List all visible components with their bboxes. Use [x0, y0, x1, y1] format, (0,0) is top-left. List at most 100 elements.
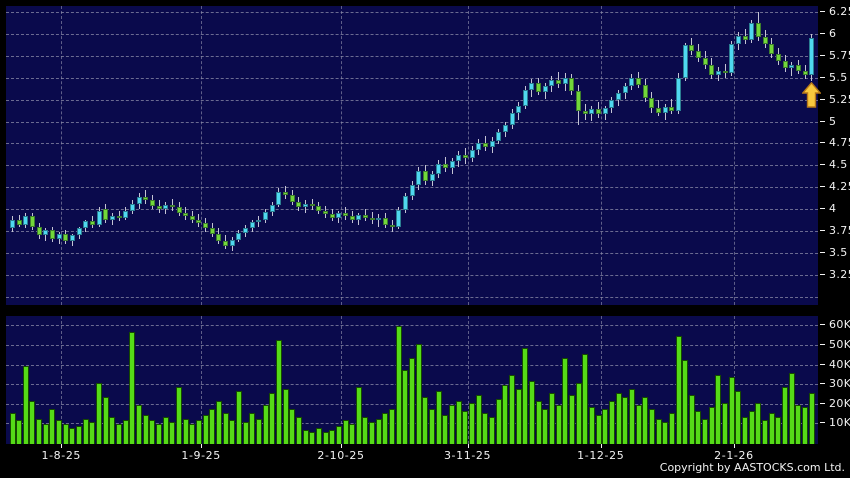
volume-bar: [389, 408, 396, 444]
candle-up: [436, 163, 442, 175]
axis-tick: [820, 11, 825, 12]
date-tick: [201, 444, 203, 448]
candle-down: [656, 108, 662, 113]
volume-bar: [655, 418, 662, 444]
candle-down: [116, 216, 122, 219]
candle-down: [362, 215, 368, 218]
candle-down: [143, 196, 149, 201]
volume-bar: [695, 410, 702, 444]
volume-bar: [515, 389, 522, 444]
date-label: 3-11-25: [443, 449, 492, 462]
axis-tick: [820, 142, 825, 144]
month-gridline: [61, 316, 63, 444]
month-gridline: [341, 316, 342, 444]
volume-bar: [342, 420, 349, 444]
candle-down: [29, 216, 35, 227]
candle-down: [223, 240, 229, 246]
candle-down: [775, 54, 781, 62]
candle-down: [36, 226, 42, 236]
axis-tick: [820, 324, 825, 326]
candle-down: [709, 64, 715, 76]
candle-up: [336, 213, 342, 218]
candle-down: [389, 224, 395, 228]
axis-tick: [820, 273, 825, 275]
candle-up: [682, 45, 688, 78]
volume-bar: [9, 412, 16, 444]
price-axis-label: 6: [820, 27, 836, 40]
volume-bar: [302, 430, 309, 444]
volume-bar: [562, 357, 569, 444]
candle-up: [676, 77, 681, 111]
volume-bar: [802, 406, 809, 444]
volume-panel: [6, 316, 818, 444]
candle-up: [396, 209, 402, 228]
volume-bar: [136, 404, 143, 444]
volume-bar: [449, 404, 456, 444]
volume-bar: [409, 357, 416, 444]
axis-tick: [820, 32, 825, 34]
candle-wick: [371, 211, 373, 224]
date-tick: [733, 444, 735, 448]
candle-down: [576, 90, 582, 111]
price-axis-label: 4.25: [820, 180, 850, 193]
date-label: 1-12-25: [577, 449, 625, 462]
candle-up: [256, 219, 262, 223]
month-gridline: [341, 6, 342, 305]
month-gridline: [600, 6, 602, 305]
month-gridline: [201, 6, 203, 305]
up-arrow-icon: [802, 82, 822, 108]
candle-up: [789, 65, 795, 69]
volume-bar: [808, 393, 815, 444]
volume-bar: [142, 414, 149, 444]
candle-down: [16, 219, 22, 225]
volume-bar: [628, 389, 635, 444]
candle-up: [735, 35, 741, 45]
price-axis-label: 5.5: [820, 71, 848, 84]
candle-up: [496, 132, 502, 141]
candle-up: [449, 160, 455, 168]
volume-bar: [76, 426, 83, 444]
candle-down: [343, 213, 348, 217]
date-tick: [467, 444, 469, 448]
price-value: 3.5: [829, 245, 848, 259]
volume-bar: [735, 391, 742, 444]
candle-down: [149, 200, 155, 206]
price-axis-label: 3.25: [820, 268, 850, 281]
candle-down: [695, 51, 701, 59]
price-gridline: [6, 209, 818, 211]
candle-down: [196, 219, 202, 224]
volume-bar: [375, 418, 382, 444]
candle-down: [636, 77, 642, 85]
volume-bar: [195, 420, 202, 444]
axis-tick: [820, 402, 825, 404]
candle-up: [243, 228, 249, 233]
volume-bar: [748, 410, 755, 444]
candle-wick: [791, 61, 793, 76]
candle-up: [715, 70, 721, 76]
date-label: 1-8-25: [41, 449, 82, 462]
volume-bar: [768, 412, 775, 444]
volume-bar: [528, 381, 535, 444]
volume-bar: [475, 395, 482, 444]
volume-bar: [535, 400, 542, 444]
price-value: 5.75: [829, 48, 850, 62]
candle-down: [369, 217, 375, 221]
volume-axis-label: 20K: [820, 397, 850, 410]
candle-up: [263, 211, 269, 220]
volume-bar: [795, 404, 802, 444]
volume-bar: [82, 418, 89, 444]
axis-tick: [820, 208, 825, 210]
volume-bar: [49, 408, 56, 444]
candle-down: [176, 207, 182, 213]
month-gridline: [61, 6, 63, 305]
price-value: 4: [829, 202, 837, 216]
candle-up: [236, 232, 242, 240]
volume-bar: [229, 420, 236, 444]
month-gridline: [201, 316, 203, 444]
volume-bar: [62, 424, 69, 444]
volume-bar: [355, 387, 362, 444]
candle-down: [189, 216, 195, 220]
volume-bar: [215, 400, 222, 444]
candle-down: [103, 209, 109, 220]
volume-bar: [495, 398, 502, 444]
